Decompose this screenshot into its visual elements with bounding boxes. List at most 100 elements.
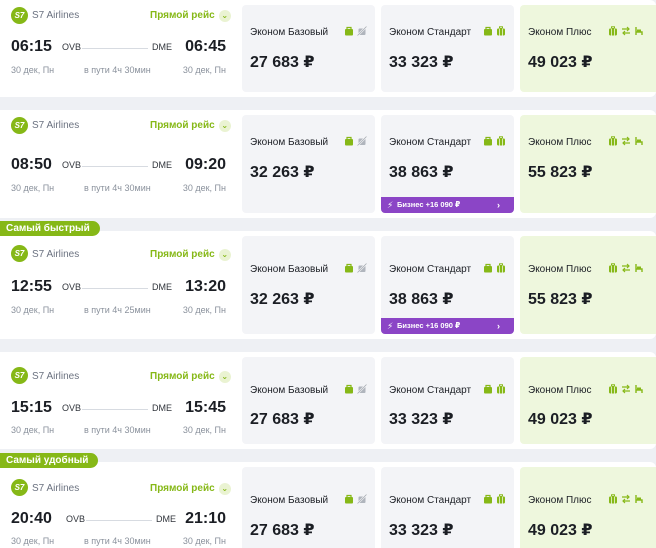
arrival-time: 06:45 — [185, 38, 226, 55]
airline-name: S7 Airlines — [32, 120, 80, 131]
airline-name: S7 Airlines — [32, 10, 80, 21]
fare-economy-plus[interactable]: Эконом Плюс 49 023 ₽ — [520, 5, 656, 92]
direct-flight-label: Прямой рейс — [150, 10, 215, 21]
fare-economy-plus[interactable]: Эконом Плюс 55 823 ₽ — [520, 115, 656, 213]
flight-card[interactable]: S7 S7 Airlines Прямой рейс ⌄ 20:40 OVB DM… — [0, 462, 656, 548]
flight-row[interactable]: S7 S7 Airlines Прямой рейс ⌄ 20:40 OVB DM… — [0, 462, 656, 548]
fare-price: 49 023 ₽ — [528, 522, 593, 539]
s7-logo: S7 — [11, 479, 28, 496]
departure-time: 12:55 — [11, 278, 52, 295]
fare-price: 38 863 ₽ — [389, 291, 454, 308]
chevron-down-icon[interactable]: ⌄ — [218, 483, 231, 495]
departure-date: 30 дек, Пн — [11, 183, 55, 193]
fare-economy-standard[interactable]: Эконом Стандарт 33 323 ₽ — [381, 357, 514, 444]
fare-name: Эконом Плюс — [528, 264, 592, 275]
lightning-icon: ⚡︎ — [387, 200, 394, 210]
route-line — [82, 48, 148, 49]
arrival-time: 13:20 — [185, 278, 226, 295]
fare-economy-basic[interactable]: Эконом Базовый 27 683 ₽ — [242, 5, 375, 92]
fare-economy-plus[interactable]: Эконом Плюс 49 023 ₽ — [520, 467, 656, 548]
baggage-icon — [609, 26, 617, 36]
fare-price: 27 683 ₽ — [250, 54, 315, 71]
flight-duration: в пути 4ч 30мин — [84, 536, 151, 546]
fare-economy-basic[interactable]: Эконом Базовый 27 683 ₽ — [242, 357, 375, 444]
direct-flight-toggle[interactable]: Прямой рейс ⌄ — [150, 249, 231, 261]
arrival-date: 30 дек, Пн — [182, 183, 226, 193]
chevron-down-icon[interactable]: ⌄ — [218, 371, 231, 383]
business-upgrade-button[interactable]: ⚡︎ Бизнес +16 090 ₽ › — [381, 318, 514, 334]
direct-flight-toggle[interactable]: Прямой рейс ⌄ — [150, 120, 231, 132]
fare-name: Эконом Стандарт — [389, 385, 472, 396]
chevron-down-icon[interactable]: ⌄ — [218, 249, 231, 261]
departure-date: 30 дек, Пн — [11, 65, 55, 75]
hand-luggage-icon — [345, 263, 353, 273]
no-baggage-icon — [357, 136, 367, 146]
hand-luggage-icon — [484, 494, 492, 504]
baggage-icon — [609, 263, 617, 273]
flight-card[interactable]: S7 S7 Airlines Прямой рейс ⌄ 15:15 OVB DM… — [0, 352, 656, 449]
fare-economy-standard[interactable]: Эконом Стандарт 38 863 ₽ ⚡︎ Бизнес +16 09… — [381, 236, 514, 334]
hand-luggage-icon — [345, 494, 353, 504]
fare-economy-basic[interactable]: Эконом Базовый 32 263 ₽ — [242, 115, 375, 213]
seat-icon — [635, 27, 643, 35]
exchange-icon — [622, 136, 630, 146]
fare-economy-standard[interactable]: Эконом Стандарт 33 323 ₽ — [381, 5, 514, 92]
departure-airport: OVB — [62, 403, 82, 413]
chevron-down-icon[interactable]: ⌄ — [218, 10, 231, 22]
airline-name: S7 Airlines — [32, 483, 80, 494]
departure-airport: OVB — [62, 282, 82, 292]
baggage-icon — [609, 384, 617, 394]
fare-price: 33 323 ₽ — [389, 411, 454, 428]
no-baggage-icon — [357, 26, 367, 36]
flight-card[interactable]: S7 S7 Airlines Прямой рейс ⌄ 08:50 OVB DM… — [0, 110, 656, 218]
flight-duration: в пути 4ч 30мин — [84, 425, 151, 435]
direct-flight-toggle[interactable]: Прямой рейс ⌄ — [150, 483, 231, 495]
fare-price: 55 823 ₽ — [528, 291, 593, 308]
no-baggage-icon — [357, 384, 367, 394]
hand-luggage-icon — [484, 26, 492, 36]
business-upgrade-label: Бизнес +16 090 ₽ — [397, 200, 461, 209]
seat-icon — [635, 137, 643, 145]
direct-flight-toggle[interactable]: Прямой рейс ⌄ — [150, 371, 231, 383]
s7-logo: S7 — [11, 117, 28, 134]
departure-time: 08:50 — [11, 156, 52, 173]
fare-price: 49 023 ₽ — [528, 54, 593, 71]
business-upgrade-label: Бизнес +16 090 ₽ — [397, 321, 461, 330]
fare-price: 38 863 ₽ — [389, 164, 454, 181]
fare-economy-standard[interactable]: Эконом Стандарт 38 863 ₽ ⚡︎ Бизнес +16 09… — [381, 115, 514, 213]
business-upgrade-button[interactable]: ⚡︎ Бизнес +16 090 ₽ › — [381, 197, 514, 213]
fare-economy-standard[interactable]: Эконом Стандарт 33 323 ₽ — [381, 467, 514, 548]
arrival-date: 30 дек, Пн — [182, 425, 226, 435]
fare-economy-plus[interactable]: Эконом Плюс 49 023 ₽ — [520, 357, 656, 444]
airline-name: S7 Airlines — [32, 371, 80, 382]
fare-economy-plus[interactable]: Эконом Плюс 55 823 ₽ — [520, 236, 656, 334]
convenient-badge: Самый удобный — [0, 453, 99, 468]
fare-price: 33 323 ₽ — [389, 54, 454, 71]
baggage-icon — [609, 494, 617, 504]
baggage-icon — [609, 136, 617, 146]
flight-row[interactable]: S7 S7 Airlines Прямой рейс ⌄ 12:55 OVB DM… — [0, 231, 656, 339]
flight-card[interactable]: S7 S7 Airlines Прямой рейс ⌄ 06:15 OVB DM… — [0, 0, 656, 97]
flight-row[interactable]: S7 S7 Airlines Прямой рейс ⌄ 06:15 OVB DM… — [0, 0, 656, 97]
chevron-down-icon[interactable]: ⌄ — [218, 120, 231, 132]
flight-card[interactable]: S7 S7 Airlines Прямой рейс ⌄ 12:55 OVB DM… — [0, 231, 656, 339]
flight-row[interactable]: S7 S7 Airlines Прямой рейс ⌄ 08:50 OVB DM… — [0, 110, 656, 218]
arrival-time: 15:45 — [185, 399, 226, 416]
baggage-icon — [497, 494, 505, 504]
fare-economy-basic[interactable]: Эконом Базовый 27 683 ₽ — [242, 467, 375, 548]
exchange-icon — [622, 384, 630, 394]
arrival-airport: DME — [152, 42, 172, 52]
hand-luggage-icon — [484, 263, 492, 273]
fare-price: 32 263 ₽ — [250, 291, 315, 308]
flight-duration: в пути 4ч 30мин — [84, 183, 151, 193]
fare-economy-basic[interactable]: Эконом Базовый 32 263 ₽ — [242, 236, 375, 334]
direct-flight-toggle[interactable]: Прямой рейс ⌄ — [150, 10, 231, 22]
departure-date: 30 дек, Пн — [11, 305, 55, 315]
baggage-icon — [497, 384, 505, 394]
fare-name: Эконом Стандарт — [389, 137, 472, 148]
flight-row[interactable]: S7 S7 Airlines Прямой рейс ⌄ 15:15 OVB DM… — [0, 352, 656, 449]
fastest-badge: Самый быстрый — [0, 221, 100, 236]
hand-luggage-icon — [345, 384, 353, 394]
departure-date: 30 дек, Пн — [11, 425, 55, 435]
departure-time: 15:15 — [11, 399, 52, 416]
